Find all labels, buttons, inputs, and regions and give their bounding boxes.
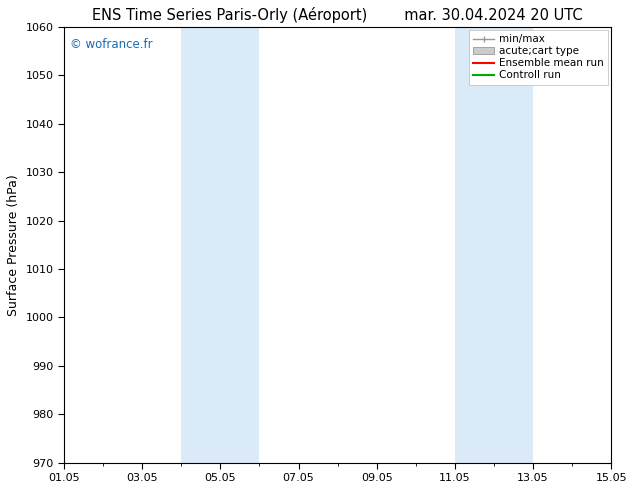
Bar: [494, 27, 533, 463]
Title: ENS Time Series Paris-Orly (Aéroport)        mar. 30.04.2024 20 UTC: ENS Time Series Paris-Orly (Aéroport) ma…: [93, 7, 583, 23]
Bar: [181, 27, 221, 463]
Legend: min/max, acute;cart type, Ensemble mean run, Controll run: min/max, acute;cart type, Ensemble mean …: [469, 30, 608, 85]
Bar: [455, 27, 494, 463]
Text: © wofrance.fr: © wofrance.fr: [70, 38, 152, 51]
Bar: [221, 27, 259, 463]
Y-axis label: Surface Pressure (hPa): Surface Pressure (hPa): [7, 174, 20, 316]
